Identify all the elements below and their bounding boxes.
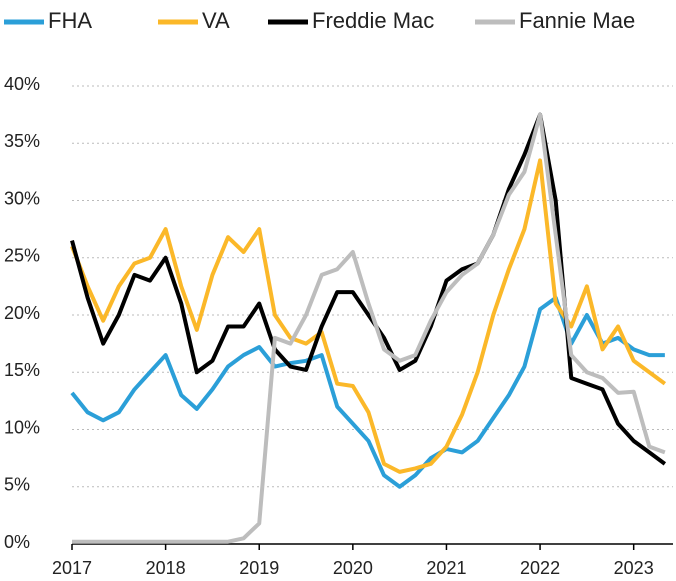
legend-label: FHA	[48, 8, 92, 33]
y-tick-label: 10%	[4, 417, 40, 437]
x-tick-label: 2019	[239, 558, 279, 578]
y-tick-label: 15%	[4, 360, 40, 380]
legend-label: Fannie Mae	[519, 8, 635, 33]
y-tick-label: 5%	[4, 475, 30, 495]
x-tick-label: 2021	[426, 558, 466, 578]
x-tick-label: 2018	[146, 558, 186, 578]
series-line	[72, 112, 666, 544]
y-tick-label: 40%	[4, 74, 40, 94]
x-tick-label: 2017	[52, 558, 92, 578]
y-tick-label: 30%	[4, 188, 40, 208]
legend-label: Freddie Mac	[312, 8, 434, 33]
y-tick-label: 25%	[4, 246, 40, 266]
y-tick-label: 0%	[4, 532, 30, 552]
series-line	[70, 295, 665, 489]
x-tick-label: 2023	[614, 558, 654, 578]
x-tick-label: 2022	[520, 558, 560, 578]
y-tick-label: 20%	[4, 303, 40, 323]
x-tick-label: 2020	[333, 558, 373, 578]
y-tick-label: 35%	[4, 131, 40, 151]
legend-label: VA	[202, 8, 230, 33]
